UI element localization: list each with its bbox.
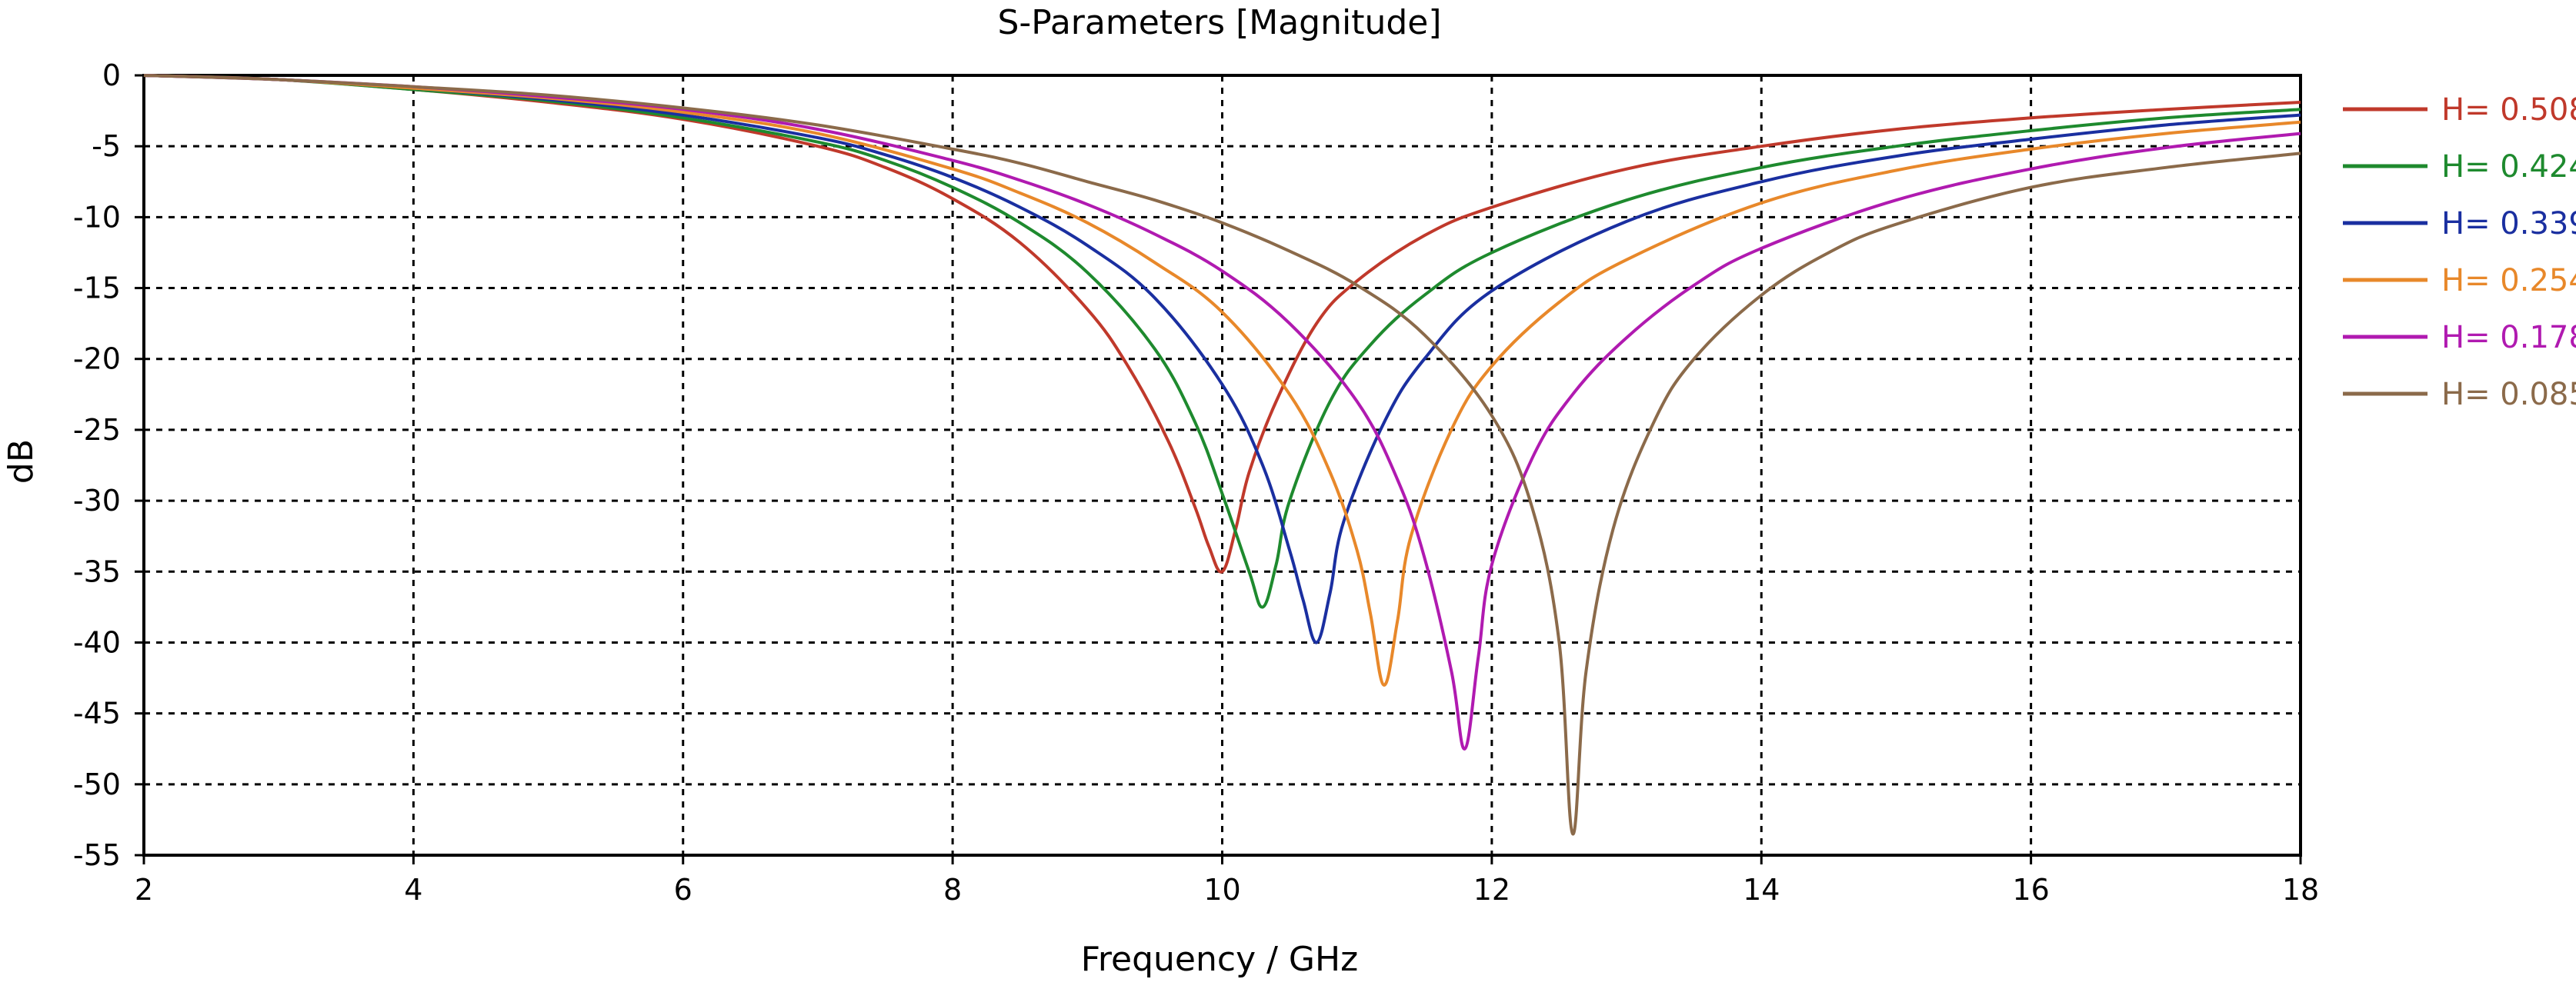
x-tick-label: 18 — [2282, 873, 2319, 907]
x-tick-label: 14 — [1743, 873, 1780, 907]
legend-label-4: H= 0.178 — [2441, 320, 2576, 355]
series-line-5 — [143, 74, 2301, 836]
y-tick-label: -30 — [73, 484, 121, 518]
x-tick-label: 4 — [404, 873, 422, 907]
y-axis-label: dB — [2, 439, 41, 484]
y-tick-label: -55 — [73, 838, 121, 872]
x-tick-label: 8 — [943, 873, 962, 907]
x-tick-label: 12 — [1473, 873, 1510, 907]
y-tick-label: -25 — [73, 413, 121, 447]
series-line-1 — [143, 74, 2301, 609]
y-tick-label: -5 — [92, 129, 121, 163]
y-tick-label: -20 — [73, 342, 121, 376]
legend-label-5: H= 0.085 — [2441, 377, 2576, 412]
series-line-2 — [143, 74, 2301, 644]
y-tick-label: 0 — [102, 58, 121, 92]
x-tick-label: 2 — [135, 873, 153, 907]
legend-label-1: H= 0.424 — [2441, 149, 2576, 185]
y-tick-label: -15 — [73, 271, 121, 305]
legend-label-2: H= 0.339 — [2441, 206, 2576, 241]
x-tick-label: 10 — [1203, 873, 1240, 907]
axis-ticks: 2 4 6 8 10 12 14 16 18 0 -5 -10 -15 -20 -25 -30 -35 -40 -4… — [73, 58, 2319, 907]
x-tick-label: 16 — [2012, 873, 2049, 907]
legend: H= 0.508 H= 0.424 H= 0.339 H= 0.254 H= 0.178… — [2343, 92, 2576, 412]
y-tick-label: -10 — [73, 200, 121, 234]
grid-lines — [144, 75, 2301, 855]
y-tick-label: -35 — [73, 554, 121, 588]
legend-label-3: H= 0.254 — [2441, 263, 2576, 298]
chart-title: S-Parameters [Magnitude] — [997, 3, 1441, 42]
series-line-3 — [143, 74, 2301, 687]
y-tick-label: -45 — [73, 697, 121, 731]
x-axis-label: Frequency / GHz — [1081, 940, 1358, 979]
plot-frame — [142, 74, 2302, 857]
legend-label-0: H= 0.508 — [2441, 92, 2576, 128]
y-tick-label: -50 — [73, 768, 121, 801]
y-tick-label: -40 — [73, 625, 121, 659]
x-tick-label: 6 — [674, 873, 692, 907]
series-layer — [143, 74, 2301, 836]
